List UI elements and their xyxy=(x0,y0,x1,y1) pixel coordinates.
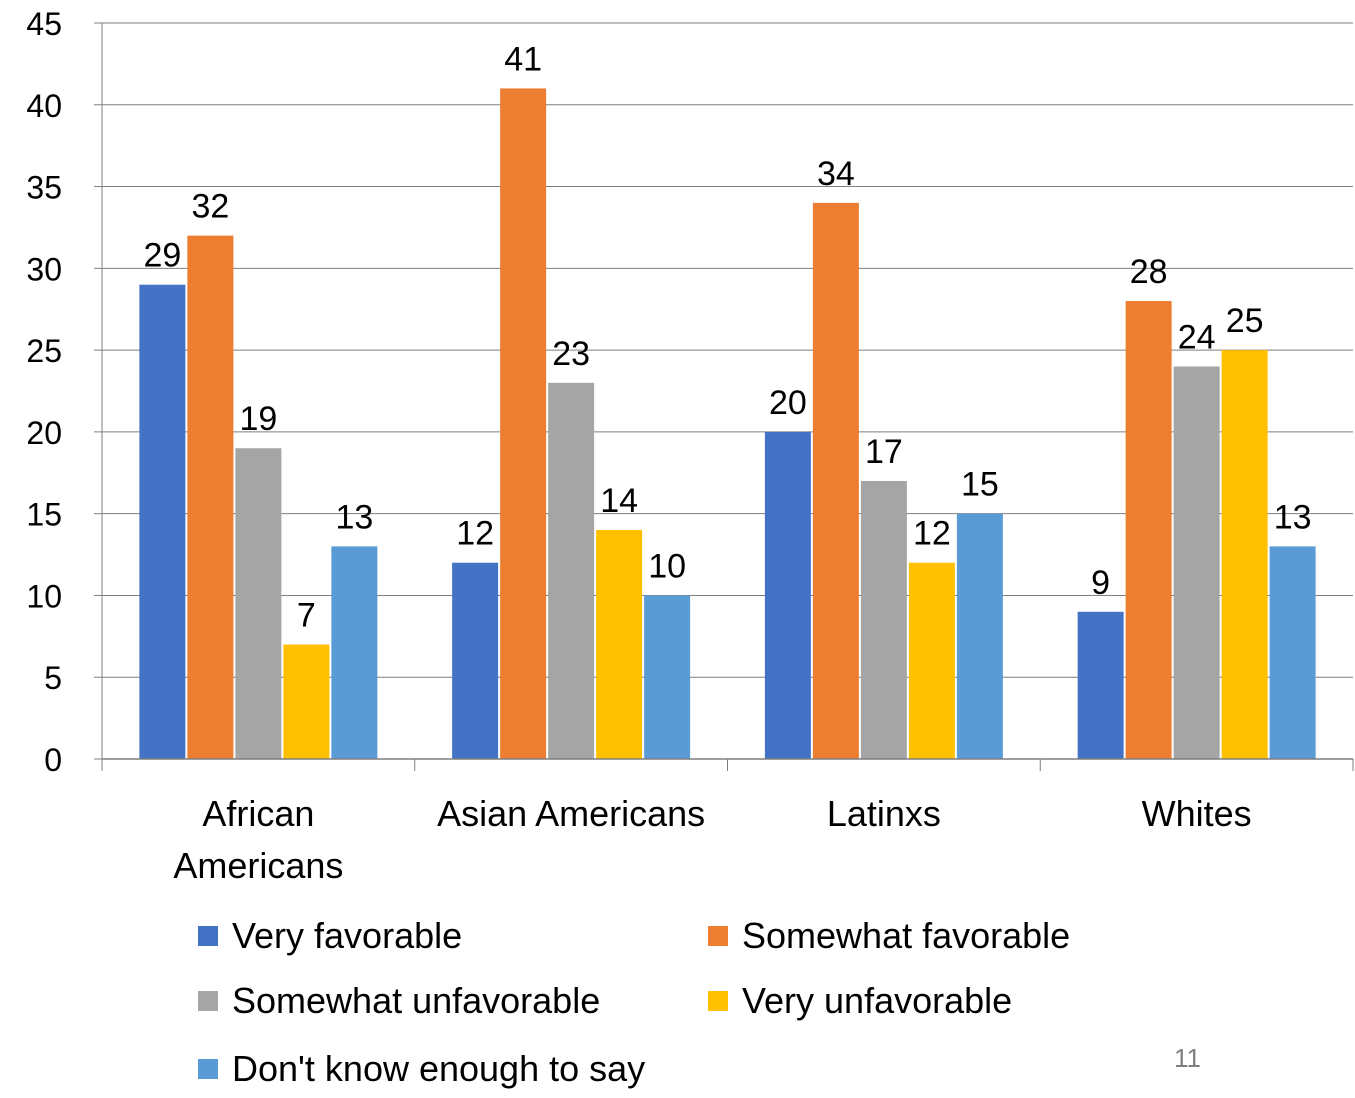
y-tick-label: 25 xyxy=(26,333,62,369)
bar xyxy=(1221,350,1268,759)
y-tick-label: 10 xyxy=(26,578,62,614)
data-label: 10 xyxy=(648,547,686,585)
y-tick-label: 5 xyxy=(44,660,62,696)
bar xyxy=(1125,301,1172,759)
bar xyxy=(283,644,330,759)
x-tick-label: Whites xyxy=(1142,793,1252,834)
y-tick-label: 20 xyxy=(26,415,62,451)
legend-item-dont-know: Don't know enough to say xyxy=(198,1048,645,1090)
legend-swatch-dont-know-icon xyxy=(198,1059,218,1079)
data-label: 12 xyxy=(456,515,494,553)
bar xyxy=(956,513,1003,759)
data-label: 14 xyxy=(600,482,638,520)
bar xyxy=(500,88,547,759)
bar xyxy=(860,480,907,759)
data-label: 15 xyxy=(961,466,999,504)
y-tick-label: 35 xyxy=(26,170,62,206)
page-number: 11 xyxy=(1174,1043,1201,1073)
legend: Very favorable Somewhat favorable Somewh… xyxy=(198,915,1178,1090)
y-tick-label: 30 xyxy=(26,251,62,287)
legend-item-very-unfavorable: Very unfavorable xyxy=(708,980,1012,1022)
bar xyxy=(644,595,691,759)
data-label: 29 xyxy=(143,237,181,275)
bar xyxy=(548,382,595,759)
data-label: 34 xyxy=(817,155,855,193)
bar xyxy=(331,546,378,759)
legend-item-very-favorable: Very favorable xyxy=(198,915,462,957)
data-label: 13 xyxy=(335,498,373,536)
data-label: 28 xyxy=(1130,253,1168,291)
legend-label: Somewhat favorable xyxy=(742,915,1071,956)
y-tick-label: 40 xyxy=(26,88,62,124)
data-label: 19 xyxy=(239,400,277,438)
bar xyxy=(139,284,186,759)
data-label: 20 xyxy=(769,384,807,422)
bar xyxy=(1269,546,1316,759)
bar xyxy=(1173,366,1220,759)
bar xyxy=(596,530,643,759)
data-label: 32 xyxy=(191,188,229,226)
data-label: 7 xyxy=(297,597,316,635)
legend-item-somewhat-favorable: Somewhat favorable xyxy=(708,915,1070,957)
legend-swatch-somewhat-unfavorable-icon xyxy=(198,991,218,1011)
legend-label: Very unfavorable xyxy=(742,980,1013,1021)
y-tick-label: 15 xyxy=(26,497,62,533)
legend-swatch-very-unfavorable-icon xyxy=(708,991,728,1011)
x-tick-label: Asian Americans xyxy=(437,793,705,834)
data-label: 17 xyxy=(865,433,903,471)
y-tick-label: 45 xyxy=(26,6,62,42)
data-label: 13 xyxy=(1274,498,1312,536)
bar xyxy=(452,562,499,759)
x-tick-label: African Americans xyxy=(173,793,343,886)
legend-swatch-very-favorable-icon xyxy=(198,926,218,946)
data-label: 24 xyxy=(1178,318,1216,356)
bar xyxy=(812,202,859,759)
legend-label: Don't know enough to say xyxy=(232,1048,646,1089)
data-label: 25 xyxy=(1226,302,1264,340)
data-label: 12 xyxy=(913,515,951,553)
bar xyxy=(764,431,811,759)
bar xyxy=(187,235,234,760)
legend-item-somewhat-unfavorable: Somewhat unfavorable xyxy=(198,980,600,1022)
legend-swatch-somewhat-favorable-icon xyxy=(708,926,728,946)
data-label: 9 xyxy=(1091,564,1110,602)
bar xyxy=(1077,611,1124,759)
legend-label: Somewhat unfavorable xyxy=(232,980,601,1021)
data-label: 41 xyxy=(504,40,542,78)
bar xyxy=(908,562,955,759)
data-label: 23 xyxy=(552,335,590,373)
legend-label: Very favorable xyxy=(232,915,463,956)
x-tick-label: Latinxs xyxy=(827,793,941,834)
y-tick-label: 0 xyxy=(44,742,62,778)
bar xyxy=(235,448,282,759)
